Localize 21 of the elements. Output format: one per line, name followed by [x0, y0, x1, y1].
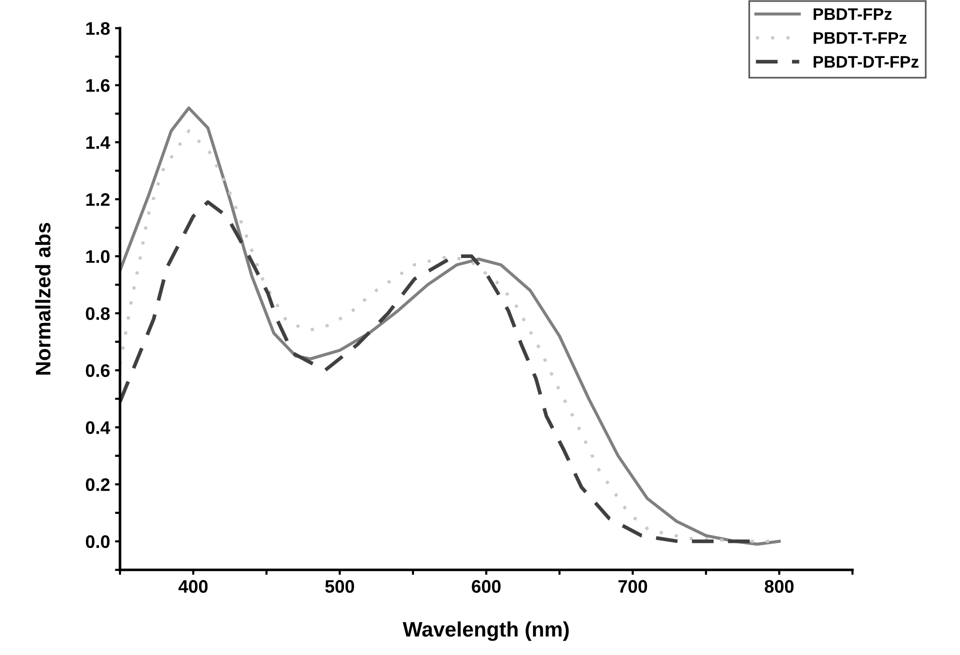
line-series [120, 200, 752, 544]
y-tick-label: 0.2 [86, 478, 110, 492]
x-tick-label: 600 [472, 580, 501, 593]
y-tick-label: 0.8 [86, 307, 110, 320]
y-tick-label: 1.2 [86, 193, 110, 206]
legend-label: PBDT-T-FPz [814, 32, 906, 44]
y-tick-label: 0.4 [86, 421, 110, 434]
x-tick-label: 800 [764, 580, 794, 593]
legend-label: PBDT-DT-FPz [814, 56, 918, 68]
x-axis-title: Wavelength (nm) [402, 621, 569, 641]
y-tick-label: 1.8 [86, 22, 110, 35]
x-tick-label: 500 [325, 580, 354, 593]
y-tick-label: 0.0 [86, 535, 110, 548]
legend-label: PBDT-FPz [814, 8, 892, 20]
y-tick-label: 1.6 [86, 79, 110, 92]
x-tick-label: 400 [178, 580, 208, 593]
y-tick-label: 1.4 [86, 136, 110, 149]
y-tick-label: 0.6 [86, 364, 110, 377]
x-tick-label: 700 [618, 580, 648, 593]
y-axis-title: Normallzed abs [35, 222, 51, 375]
y-tick-label: 1.0 [86, 250, 110, 263]
